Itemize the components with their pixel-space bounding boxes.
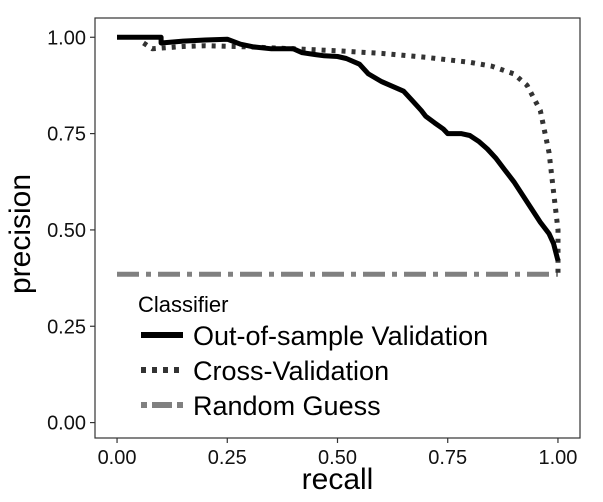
x-tick-label: 0.50 <box>318 447 357 469</box>
y-tick-label: 0.00 <box>47 413 86 435</box>
x-tick-label: 0.25 <box>208 447 247 469</box>
legend-background <box>132 286 532 416</box>
legend-label: Out-of-sample Validation <box>193 321 488 351</box>
series-line-cross-validation <box>142 40 561 275</box>
series-lines <box>117 34 561 277</box>
y-tick-label: 0.75 <box>47 124 86 146</box>
legend-title: Classifier <box>138 292 228 317</box>
x-tick-label: 0.75 <box>428 447 467 469</box>
y-tick-label: 0.25 <box>47 316 86 338</box>
legend-items: Out-of-sample Validation Cross-Validation… <box>141 321 488 421</box>
legend: Classifier Out-of-sample Validation Cross… <box>132 286 532 421</box>
x-tick-label: 0.00 <box>98 447 137 469</box>
x-tick-label: 1.00 <box>538 447 577 469</box>
y-tick-label: 0.50 <box>47 220 86 242</box>
x-axis-title: recall <box>302 463 374 496</box>
axis-ticks: 0.00 0.25 0.50 0.75 1.00 0.00 0.25 0.50 0.75 1.00 <box>47 27 577 469</box>
legend-label: Random Guess <box>193 391 381 421</box>
legend-label: Cross-Validation <box>193 356 389 386</box>
y-axis-title: precision <box>4 174 37 294</box>
y-tick-label: 1.00 <box>47 27 86 49</box>
series-line-out-of-sample-validation <box>117 34 561 262</box>
